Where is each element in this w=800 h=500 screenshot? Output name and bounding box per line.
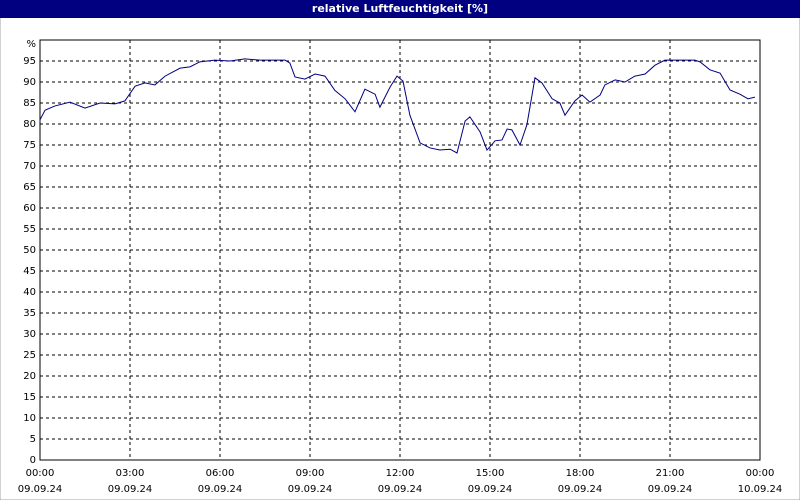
- x-tick-date: 09.09.24: [468, 484, 513, 495]
- x-tick-date: 10.09.24: [738, 484, 783, 495]
- x-tick-date: 09.09.24: [558, 484, 603, 495]
- x-tick-date: 09.09.24: [18, 484, 63, 495]
- y-tick-label: 55: [23, 224, 36, 235]
- y-tick-label: 70: [23, 161, 36, 172]
- x-tick-label: 15:00: [476, 468, 505, 479]
- title-bar: [0, 0, 800, 18]
- y-axis-label: %: [26, 39, 36, 50]
- y-tick-label: 40: [23, 287, 36, 298]
- y-tick-label: 15: [23, 392, 36, 403]
- y-tick-label: 95: [23, 56, 36, 67]
- x-tick-label: 03:00: [116, 468, 145, 479]
- x-tick-date: 09.09.24: [198, 484, 243, 495]
- x-tick-date: 09.09.24: [288, 484, 333, 495]
- x-tick-label: 00:00: [746, 468, 775, 479]
- y-tick-label: 45: [23, 266, 36, 277]
- y-tick-label: 35: [23, 308, 36, 319]
- data-line: [39, 58, 756, 154]
- y-tick-label: 10: [23, 413, 36, 424]
- y-tick-label: 50: [23, 245, 36, 256]
- y-tick-label: 85: [23, 98, 36, 109]
- x-tick-date: 09.09.24: [108, 484, 153, 495]
- y-tick-label: 80: [23, 119, 36, 130]
- x-tick-label: 06:00: [206, 468, 235, 479]
- y-tick-label: 5: [30, 434, 36, 445]
- y-tick-label: 30: [23, 329, 36, 340]
- x-tick-label: 00:00: [26, 468, 55, 479]
- y-tick-label: 20: [23, 371, 36, 382]
- x-tick-label: 21:00: [656, 468, 685, 479]
- x-tick-label: 09:00: [296, 468, 325, 479]
- x-tick-label: 12:00: [386, 468, 415, 479]
- x-tick-date: 09.09.24: [648, 484, 693, 495]
- plot-frame: [39, 39, 761, 461]
- y-tick-label: 0: [30, 455, 36, 466]
- y-tick-label: 65: [23, 182, 36, 193]
- x-tick-date: 09.09.24: [378, 484, 423, 495]
- chart-title: relative Luftfeuchtigkeit [%]: [312, 2, 488, 15]
- y-tick-label: 60: [23, 203, 36, 214]
- x-tick-label: 18:00: [566, 468, 595, 479]
- y-tick-label: 75: [23, 140, 36, 151]
- y-tick-label: 25: [23, 350, 36, 361]
- y-tick-label: 90: [23, 77, 36, 88]
